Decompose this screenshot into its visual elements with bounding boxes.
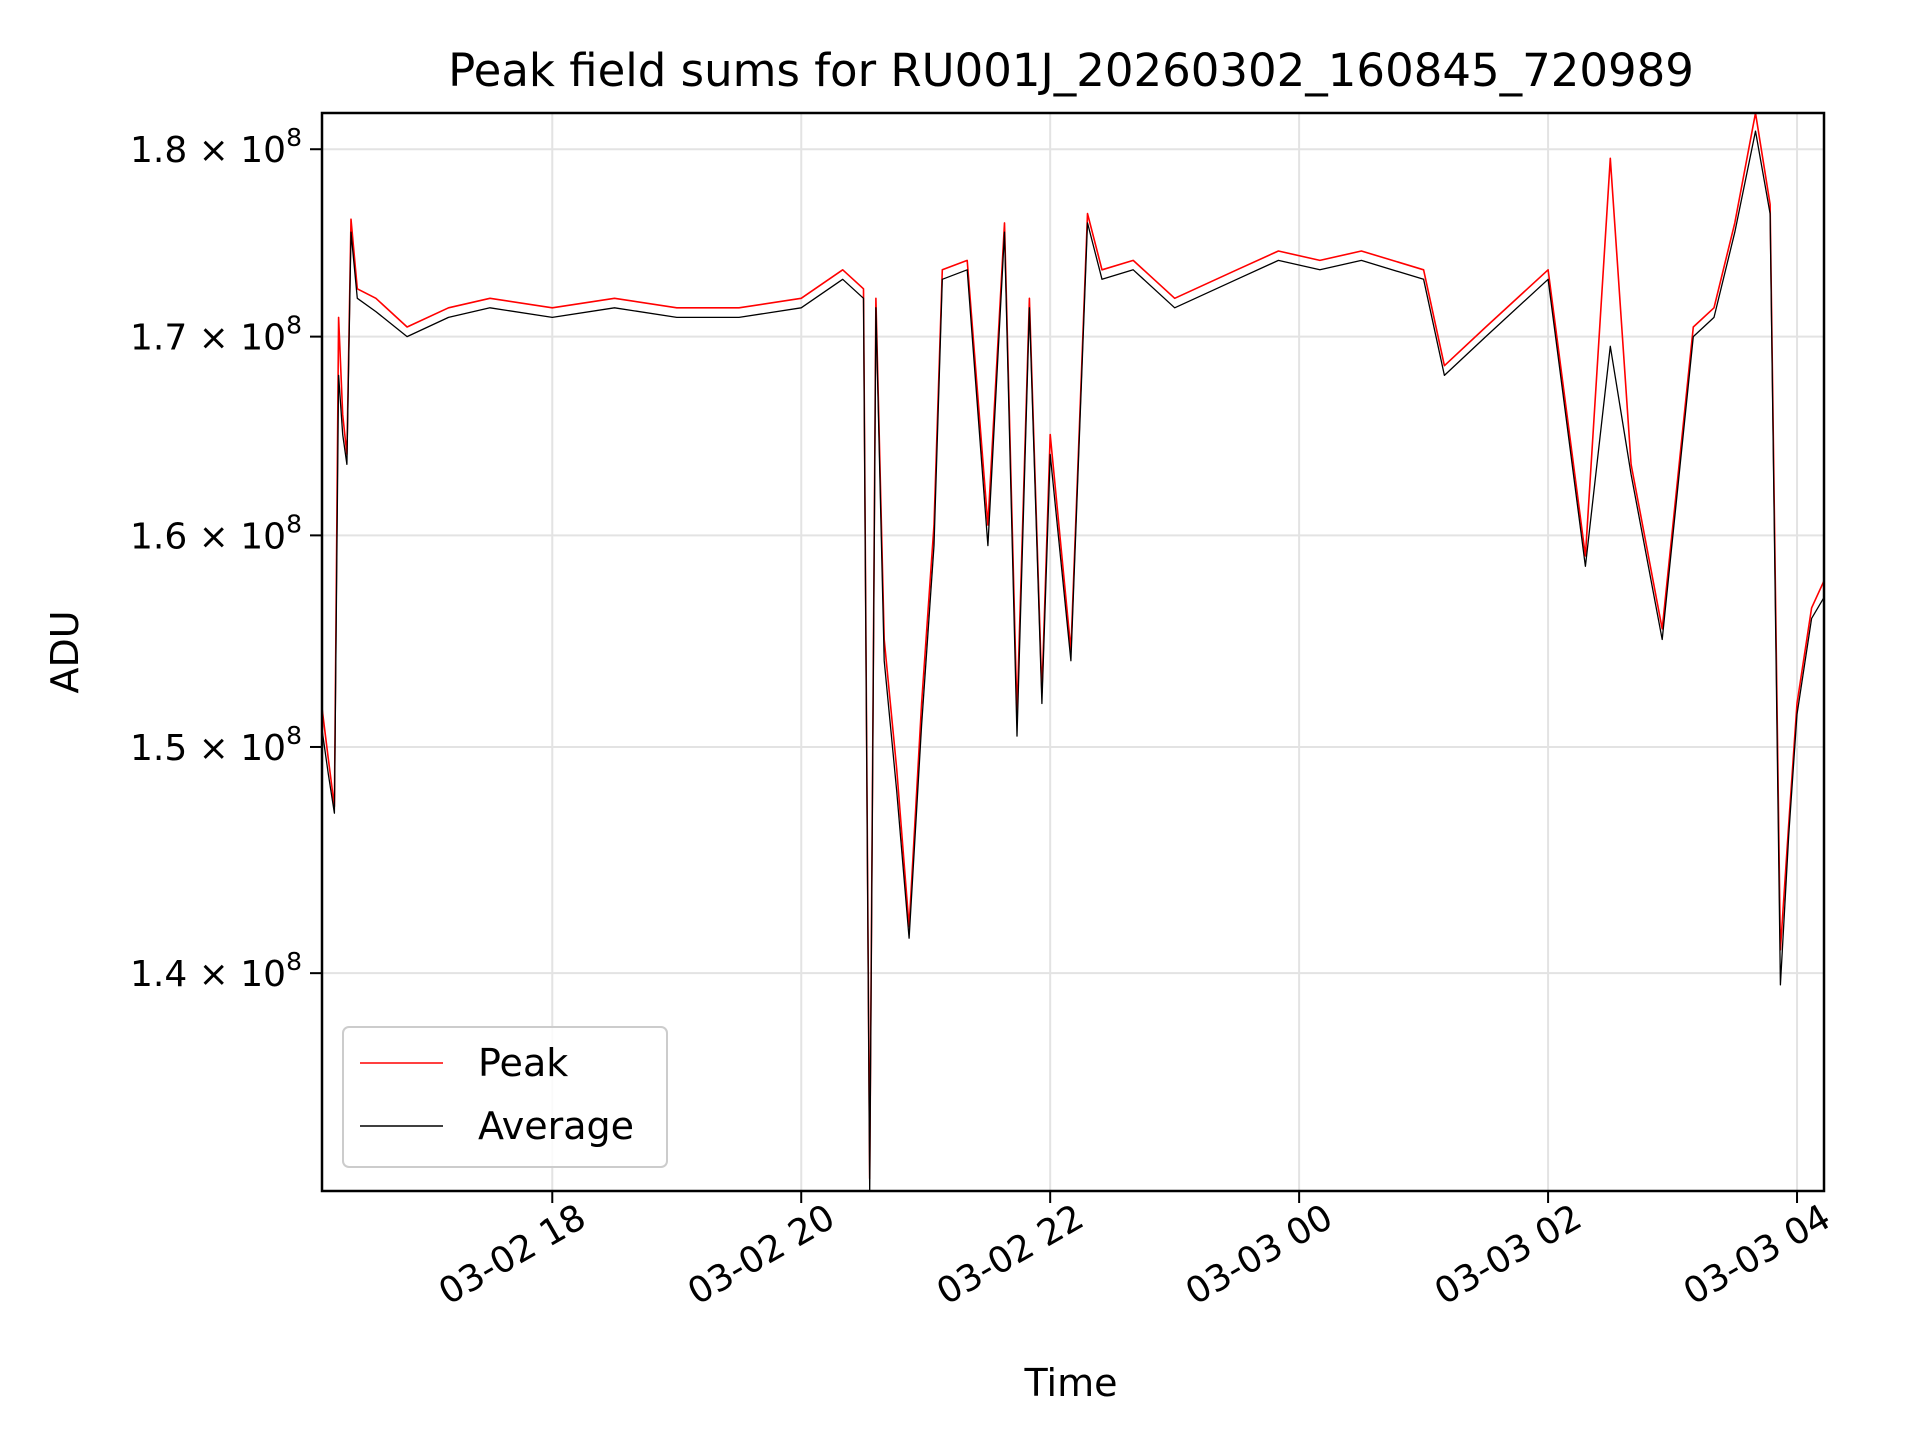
y-tick-label: 1.7 × 108 [130,311,302,359]
legend-peak-label: Peak [478,1041,568,1085]
series-lines [321,112,1825,1192]
y-tick-label: 1.5 × 108 [130,721,302,769]
y-axis-label: ADU [43,610,87,693]
legend: Peak Average [342,1026,668,1168]
y-tick-label: 1.4 × 108 [130,947,302,995]
legend-average-label: Average [478,1104,634,1148]
plot-frame [320,111,1826,1193]
series-average-line [321,130,1825,1192]
y-tick-label: 1.6 × 108 [130,509,302,557]
legend-box [342,1026,668,1168]
y-tick-label: 1.8 × 108 [130,123,302,171]
chart-title: Peak field sums for RU001J_20260302_1608… [448,44,1694,97]
grid-lines [322,113,1824,1191]
x-axis-label: Time [1024,1361,1118,1405]
